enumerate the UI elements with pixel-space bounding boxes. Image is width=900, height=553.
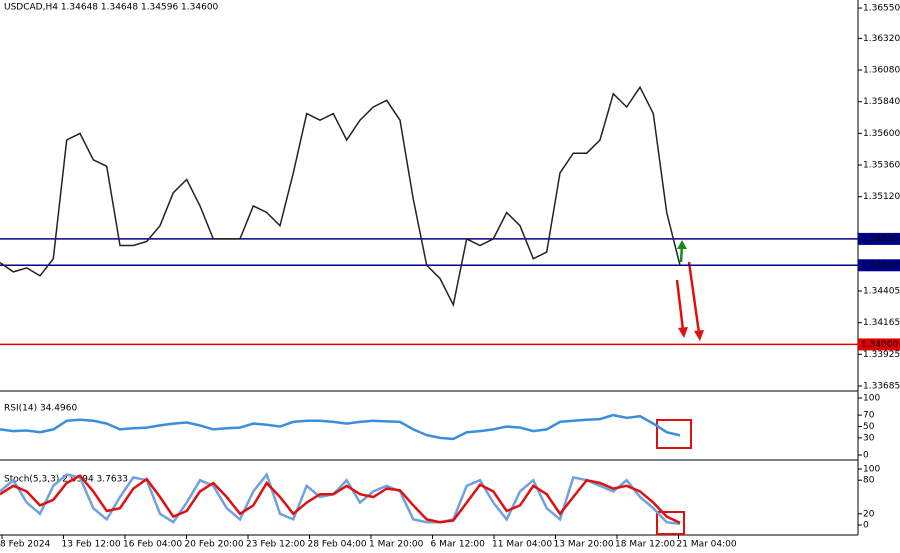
level-label-box <box>858 232 900 245</box>
y-tick-label: 1.35120 <box>863 192 900 202</box>
y-tick-label: 1.36320 <box>863 34 900 44</box>
y-tick-label: 100 <box>863 465 880 475</box>
x-tick-label: 11 Mar 04:00 <box>492 540 552 550</box>
x-tick-label: 18 Mar 12:00 <box>615 540 675 550</box>
y-tick-label: 1.34165 <box>863 318 900 328</box>
x-tick-label: 13 Feb 12:00 <box>62 540 121 550</box>
y-tick-label: 100 <box>863 394 880 404</box>
x-tick-label: 20 Feb 20:00 <box>185 540 244 550</box>
y-tick-label: 1.35360 <box>863 161 900 171</box>
y-tick-label: 80 <box>863 476 875 486</box>
y-tick-label: 1.36080 <box>863 66 900 76</box>
level-label-box <box>858 338 900 351</box>
series-line <box>0 85 681 308</box>
level-label: 1.34800 <box>861 234 898 244</box>
series-line <box>0 472 681 526</box>
x-tick-label: 8 Feb 2024 <box>0 540 51 550</box>
x-tick-label: 28 Feb 04:00 <box>308 540 367 550</box>
y-tick-label: 0 <box>863 451 869 461</box>
y-tick-label: 1.34405 <box>863 287 900 297</box>
highlight-box <box>656 511 685 535</box>
y-tick-label: 1.33925 <box>863 350 900 360</box>
series-line <box>0 413 681 441</box>
x-tick-label: 13 Mar 20:00 <box>554 540 614 550</box>
panel-title: Stoch(5,3,3) 2.0394 3.7633 <box>4 475 128 485</box>
y-tick-label: 20 <box>863 509 875 519</box>
panel-title: RSI(14) 34.4960 <box>4 404 77 414</box>
level-label-box <box>858 259 900 272</box>
y-tick-label: 30 <box>863 433 875 443</box>
series-line <box>0 474 681 525</box>
y-tick-label: 1.33685 <box>863 381 900 391</box>
y-tick-label: 1.36550 <box>863 4 900 14</box>
x-tick-label: 1 Mar 20:00 <box>369 540 424 550</box>
x-tick-label: 23 Feb 12:00 <box>246 540 305 550</box>
y-tick-label: 1.35840 <box>863 97 900 107</box>
arrows <box>675 240 704 341</box>
y-tick-label: 0 <box>863 521 869 531</box>
y-tick-label: 50 <box>863 422 875 432</box>
level-label: 1.34600 <box>861 261 898 271</box>
highlight-box <box>656 419 692 449</box>
y-tick-label: 1.35600 <box>863 129 900 139</box>
panel-title: USDCAD,H4 1.34648 1.34648 1.34596 1.3460… <box>4 3 219 13</box>
x-tick-label: 21 Mar 04:00 <box>677 540 737 550</box>
y-tick-label: 70 <box>863 411 875 421</box>
x-tick-label: 16 Feb 04:00 <box>123 540 182 550</box>
x-tick-label: 6 Mar 12:00 <box>431 540 486 550</box>
level-label: 1.34000 <box>861 340 898 350</box>
